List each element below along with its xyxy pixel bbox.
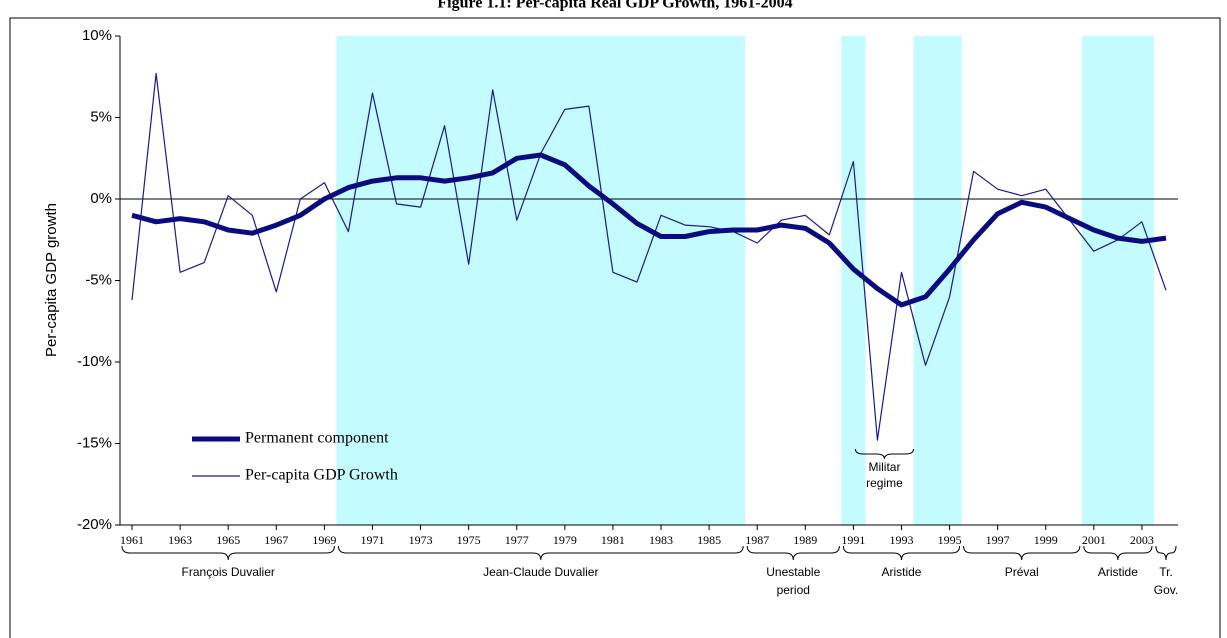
x-tick-label: 1967 (264, 533, 288, 547)
period-brace (842, 545, 961, 561)
shaded-period (336, 36, 746, 525)
x-tick-label: 2001 (1082, 533, 1106, 547)
period-label: Gov. (1154, 583, 1178, 597)
x-tick-label: 1977 (505, 533, 529, 547)
x-tick-label: 1979 (553, 533, 577, 547)
x-tick-label: 1999 (1034, 533, 1058, 547)
x-tick-label: 1963 (168, 533, 192, 547)
x-tick-label: 1969 (312, 533, 336, 547)
legend-label: Per-capita GDP Growth (245, 467, 398, 484)
series-line (131, 152, 1167, 308)
y-tick-label: -15% (77, 434, 112, 451)
x-tick-label: 1991 (841, 533, 865, 547)
y-axis-label: Per-capita GDP growth (43, 203, 60, 357)
period-brace (1083, 545, 1153, 561)
x-tick-label: 1961 (120, 533, 144, 547)
series-line (131, 72, 1167, 441)
x-tick-label: 1989 (793, 533, 817, 547)
y-tick-label: -5% (85, 271, 112, 288)
shaded-period (841, 36, 866, 525)
annotation-label: regime (866, 476, 903, 490)
period-label: Aristide (1098, 565, 1138, 579)
x-tick-label: 1981 (601, 533, 625, 547)
period-label: Unestable (766, 565, 820, 579)
x-tick-label: 1997 (986, 533, 1010, 547)
x-tick-label: 1993 (889, 533, 913, 547)
period-brace (1155, 545, 1177, 561)
y-tick-label: -10% (77, 353, 112, 370)
x-tick-label: 1983 (649, 533, 673, 547)
x-tick-label: 1975 (457, 533, 481, 547)
x-tick-label: 1973 (409, 533, 433, 547)
frame (9, 17, 1221, 638)
shaded-period (1081, 36, 1154, 525)
period-brace (963, 545, 1081, 561)
period-brace (746, 545, 840, 561)
annotation-brace (854, 448, 914, 460)
period-label: Jean-Claude Duvalier (483, 565, 598, 579)
period-label: François Duvalier (182, 565, 275, 579)
legend-label: Permanent component (245, 430, 389, 447)
x-tick-label: 1987 (745, 533, 769, 547)
y-tick-label: 5% (90, 108, 112, 125)
chart-title: Figure 1.1: Per-capita Real GDP Growth, … (437, 0, 792, 12)
period-label: Aristide (881, 565, 921, 579)
y-tick-label: -20% (77, 516, 112, 533)
y-tick-label: 10% (82, 27, 112, 44)
period-label: Tr. (1159, 565, 1173, 579)
period-brace (337, 545, 744, 561)
x-tick-label: 1971 (360, 533, 384, 547)
annotation-label: Militar (868, 460, 900, 474)
x-tick-label: 1985 (697, 533, 721, 547)
x-tick-label: 2003 (1130, 533, 1154, 547)
period-label: Préval (1005, 565, 1039, 579)
period-brace (121, 545, 335, 561)
period-label: period (777, 583, 810, 597)
y-tick-label: 0% (90, 190, 112, 207)
x-tick-label: 1965 (216, 533, 240, 547)
x-tick-label: 1995 (938, 533, 962, 547)
